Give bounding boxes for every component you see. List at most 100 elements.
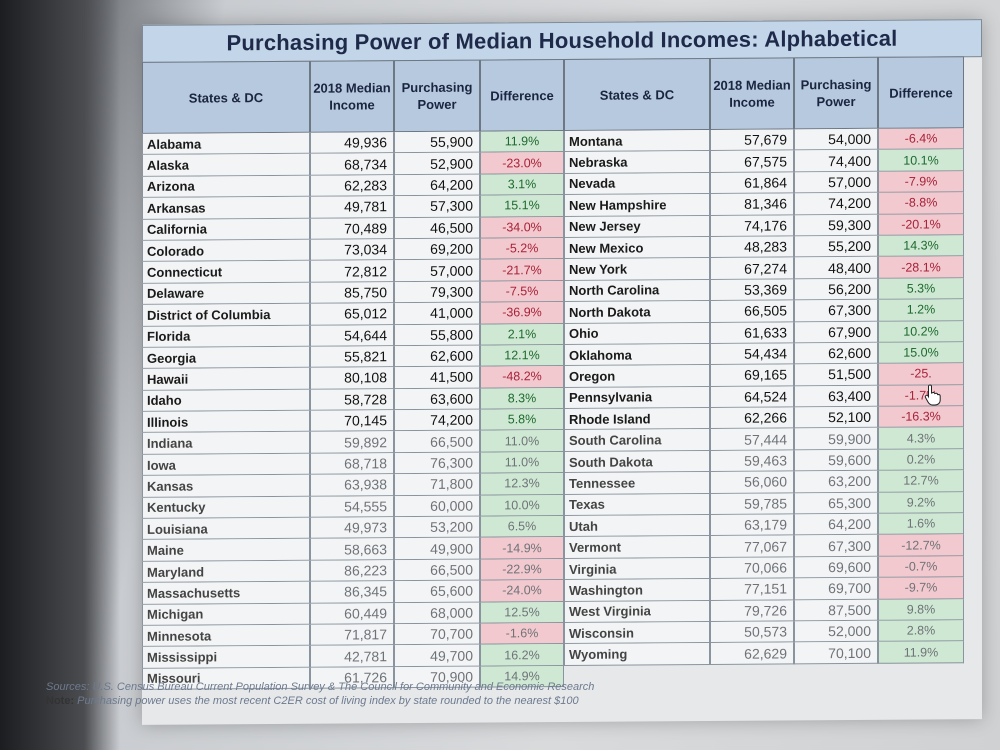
income-cell[interactable]: 73,034 [310, 239, 394, 262]
difference-cell[interactable]: 15.0% [878, 342, 964, 365]
state-cell[interactable]: Colorado [142, 239, 310, 263]
state-cell[interactable]: New Jersey [564, 215, 710, 238]
state-cell[interactable]: Pennsylvania [564, 386, 710, 410]
state-cell[interactable]: Arizona [142, 175, 310, 199]
income-cell[interactable]: 59,785 [710, 493, 794, 515]
difference-cell[interactable]: 9.2% [878, 491, 964, 514]
state-cell[interactable]: Alaska [142, 154, 310, 177]
purchasing-power-cell[interactable]: 51,500 [794, 364, 878, 387]
income-cell[interactable]: 49,781 [310, 196, 394, 219]
difference-cell[interactable]: 9.8% [878, 598, 964, 621]
purchasing-power-cell[interactable]: 41,000 [394, 302, 480, 325]
difference-cell[interactable]: 11.9% [480, 130, 564, 153]
state-cell[interactable]: Maryland [142, 560, 310, 584]
income-cell[interactable]: 49,973 [310, 517, 394, 540]
header-income[interactable]: 2018 Median Income [310, 60, 394, 133]
purchasing-power-cell[interactable]: 66,500 [394, 559, 480, 582]
purchasing-power-cell[interactable]: 55,800 [394, 324, 480, 347]
income-cell[interactable]: 64,524 [710, 386, 794, 409]
state-cell[interactable]: North Carolina [564, 279, 710, 303]
state-cell[interactable]: Vermont [564, 536, 710, 559]
purchasing-power-cell[interactable]: 49,900 [394, 537, 480, 560]
difference-cell[interactable]: -6.4% [878, 128, 964, 151]
purchasing-power-cell[interactable]: 57,000 [794, 171, 878, 194]
state-cell[interactable]: Louisiana [142, 517, 310, 541]
income-cell[interactable]: 70,066 [710, 557, 794, 580]
income-cell[interactable]: 68,718 [310, 453, 394, 476]
purchasing-power-cell[interactable]: 57,300 [394, 195, 480, 218]
difference-cell[interactable]: -8.8% [878, 192, 964, 215]
state-cell[interactable]: Tennessee [564, 472, 710, 495]
difference-cell[interactable]: 12.5% [480, 601, 564, 624]
difference-cell[interactable]: 2.8% [878, 620, 964, 643]
income-cell[interactable]: 54,555 [310, 495, 394, 518]
difference-cell[interactable]: 8.3% [480, 387, 564, 410]
purchasing-power-cell[interactable]: 79,300 [394, 281, 480, 304]
state-cell[interactable]: Wyoming [564, 643, 710, 666]
state-cell[interactable]: Maine [142, 539, 310, 562]
purchasing-power-cell[interactable]: 76,300 [394, 452, 480, 475]
purchasing-power-cell[interactable]: 53,200 [394, 516, 480, 539]
purchasing-power-cell[interactable]: 67,300 [794, 535, 878, 558]
state-cell[interactable]: Indiana [142, 432, 310, 455]
difference-cell[interactable]: 14.3% [878, 235, 964, 258]
state-cell[interactable]: New York [564, 258, 710, 281]
difference-cell[interactable]: -7.9% [878, 170, 964, 193]
income-cell[interactable]: 65,012 [310, 303, 394, 326]
purchasing-power-cell[interactable]: 63,400 [794, 385, 878, 408]
income-cell[interactable]: 67,575 [710, 150, 794, 173]
state-cell[interactable]: Minnesota [142, 624, 310, 648]
income-cell[interactable]: 77,151 [710, 578, 794, 601]
state-cell[interactable]: New Hampshire [564, 194, 710, 217]
income-cell[interactable]: 61,864 [710, 172, 794, 195]
purchasing-power-cell[interactable]: 69,200 [394, 238, 480, 261]
income-cell[interactable]: 71,817 [310, 624, 394, 647]
state-cell[interactable]: Nebraska [564, 151, 710, 174]
state-cell[interactable]: Virginia [564, 557, 710, 581]
difference-cell[interactable]: 16.2% [480, 644, 564, 667]
purchasing-power-cell[interactable]: 52,100 [794, 406, 878, 429]
state-cell[interactable]: Delaware [142, 282, 310, 306]
income-cell[interactable]: 42,781 [310, 645, 394, 668]
difference-cell[interactable]: -1.6% [480, 622, 564, 645]
difference-cell[interactable]: -24.0% [480, 580, 564, 603]
purchasing-power-cell[interactable]: 67,300 [794, 299, 878, 322]
income-cell[interactable]: 59,463 [710, 450, 794, 473]
state-cell[interactable]: Wisconsin [564, 621, 710, 645]
income-cell[interactable]: 79,726 [710, 599, 794, 622]
purchasing-power-cell[interactable]: 46,500 [394, 217, 480, 240]
difference-cell[interactable]: 4.3% [878, 427, 964, 450]
state-cell[interactable]: Massachusetts [142, 581, 310, 605]
state-cell[interactable]: Idaho [142, 389, 310, 413]
purchasing-power-cell[interactable]: 67,900 [794, 321, 878, 344]
income-cell[interactable]: 50,573 [710, 621, 794, 644]
purchasing-power-cell[interactable]: 74,200 [394, 409, 480, 432]
purchasing-power-cell[interactable]: 57,000 [394, 259, 480, 282]
purchasing-power-cell[interactable]: 55,200 [794, 235, 878, 258]
income-cell[interactable]: 72,812 [310, 260, 394, 283]
difference-cell[interactable]: -22.9% [480, 558, 564, 581]
difference-cell[interactable]: -36.9% [480, 302, 564, 325]
difference-cell[interactable]: 1.2% [878, 299, 964, 322]
income-cell[interactable]: 63,938 [310, 474, 394, 497]
purchasing-power-cell[interactable]: 66,500 [394, 431, 480, 454]
state-cell[interactable]: South Dakota [564, 450, 710, 474]
difference-cell[interactable]: -5.2% [480, 237, 564, 260]
purchasing-power-cell[interactable]: 59,600 [794, 449, 878, 472]
income-cell[interactable]: 81,346 [710, 193, 794, 216]
income-cell[interactable]: 55,821 [310, 346, 394, 369]
purchasing-power-cell[interactable]: 74,400 [794, 150, 878, 173]
income-cell[interactable]: 74,176 [710, 214, 794, 237]
purchasing-power-cell[interactable]: 63,600 [394, 388, 480, 411]
difference-cell[interactable]: -21.7% [480, 259, 564, 282]
income-cell[interactable]: 80,108 [310, 367, 394, 390]
income-cell[interactable]: 62,266 [710, 407, 794, 430]
income-cell[interactable]: 53,369 [710, 279, 794, 302]
state-cell[interactable]: Washington [564, 579, 710, 602]
difference-cell[interactable]: 10.0% [480, 494, 564, 517]
difference-cell[interactable]: -34.0% [480, 216, 564, 239]
difference-cell[interactable]: -23.0% [480, 152, 564, 175]
purchasing-power-cell[interactable]: 48,400 [794, 257, 878, 280]
purchasing-power-cell[interactable]: 70,100 [794, 642, 878, 665]
state-cell[interactable]: Arkansas [142, 196, 310, 220]
